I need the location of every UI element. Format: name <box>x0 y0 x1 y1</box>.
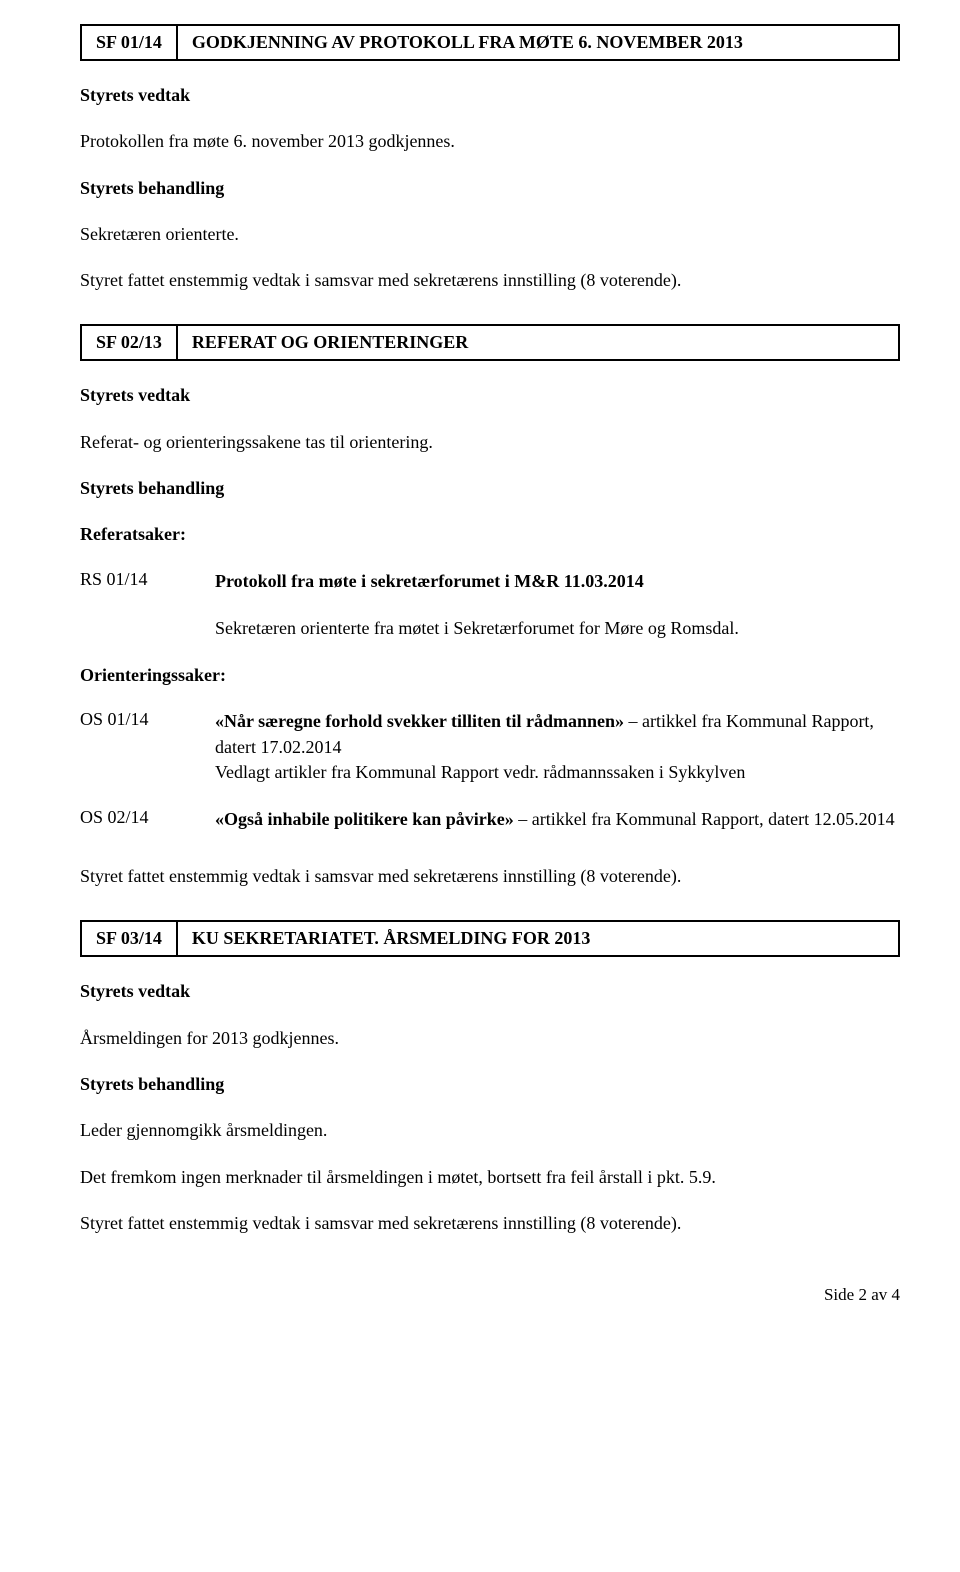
subheading-orienteringssaker: Orienteringssaker: <box>80 663 900 687</box>
body-text: Det fremkom ingen merknader til årsmeldi… <box>80 1165 900 1189</box>
section-heading-behandling: Styrets behandling <box>80 476 900 500</box>
case-code: SF 03/14 <box>82 922 178 955</box>
subheading-referatsaker: Referatsaker: <box>80 522 900 546</box>
reference-row: RS 01/14 Protokoll fra møte i sekretærfo… <box>80 569 900 594</box>
reference-code: OS 02/14 <box>80 807 215 832</box>
reference-row: OS 02/14 «Også inhabile politikere kan p… <box>80 807 900 832</box>
reference-title: Protokoll fra møte i sekretærforumet i M… <box>215 569 900 594</box>
case-code: SF 01/14 <box>82 26 178 59</box>
body-text: Sekretæren orienterte. <box>80 222 900 246</box>
body-text: Leder gjennomgikk årsmeldingen. <box>80 1118 900 1142</box>
section-heading-vedtak: Styrets vedtak <box>80 383 900 407</box>
reference-description: Sekretæren orienterte fra møtet i Sekret… <box>215 616 900 641</box>
body-text: Styret fattet enstemmig vedtak i samsvar… <box>80 1211 900 1235</box>
reference-title-rest: – artikkel fra Kommunal Rapport, datert … <box>514 809 895 829</box>
case-code: SF 02/13 <box>82 326 178 359</box>
reference-code: OS 01/14 <box>80 709 215 785</box>
case-title: REFERAT OG ORIENTERINGER <box>178 326 898 359</box>
reference-line2: Vedlagt artikler fra Kommunal Rapport ve… <box>215 762 745 782</box>
page-footer: Side 2 av 4 <box>80 1285 900 1305</box>
section-heading-vedtak: Styrets vedtak <box>80 83 900 107</box>
body-text: Styret fattet enstemmig vedtak i samsvar… <box>80 864 900 888</box>
case-box-sf0213: SF 02/13 REFERAT OG ORIENTERINGER <box>80 324 900 361</box>
reference-description: «Også inhabile politikere kan påvirke» –… <box>215 807 900 832</box>
body-text: Protokollen fra møte 6. november 2013 go… <box>80 129 900 153</box>
document-page: SF 01/14 GODKJENNING AV PROTOKOLL FRA MØ… <box>0 0 960 1345</box>
reference-row: OS 01/14 «Når særegne forhold svekker ti… <box>80 709 900 785</box>
section-heading-vedtak: Styrets vedtak <box>80 979 900 1003</box>
case-title: GODKJENNING AV PROTOKOLL FRA MØTE 6. NOV… <box>178 26 898 59</box>
body-text: Referat- og orienteringssakene tas til o… <box>80 430 900 454</box>
reference-title-bold: «Også inhabile politikere kan påvirke» <box>215 809 514 829</box>
reference-title-bold: «Når særegne forhold svekker tilliten ti… <box>215 711 624 731</box>
body-text: Årsmeldingen for 2013 godkjennes. <box>80 1026 900 1050</box>
reference-description: «Når særegne forhold svekker tilliten ti… <box>215 709 900 785</box>
reference-code: RS 01/14 <box>80 569 215 594</box>
body-text: Styret fattet enstemmig vedtak i samsvar… <box>80 268 900 292</box>
case-box-sf0114: SF 01/14 GODKJENNING AV PROTOKOLL FRA MØ… <box>80 24 900 61</box>
case-box-sf0314: SF 03/14 KU SEKRETARIATET. ÅRSMELDING FO… <box>80 920 900 957</box>
section-heading-behandling: Styrets behandling <box>80 176 900 200</box>
section-heading-behandling: Styrets behandling <box>80 1072 900 1096</box>
case-title: KU SEKRETARIATET. ÅRSMELDING FOR 2013 <box>178 922 898 955</box>
